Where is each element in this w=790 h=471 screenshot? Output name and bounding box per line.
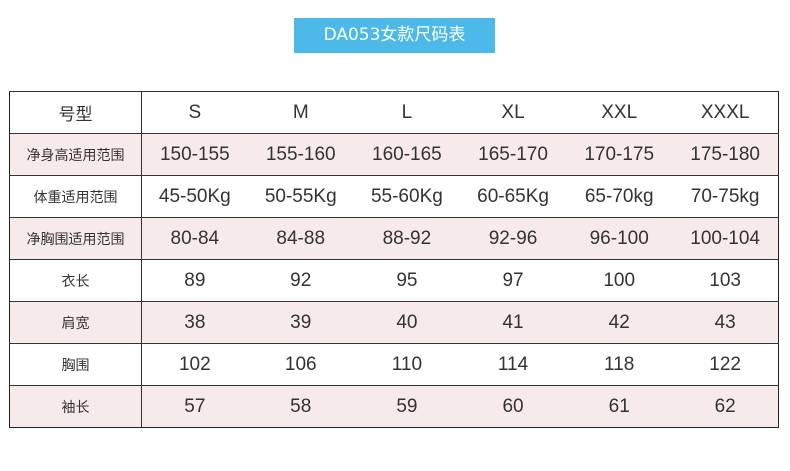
table-cell: 96-100	[566, 217, 673, 260]
page-title: DA053女款尺码表	[294, 18, 495, 53]
table-cell: 160-165	[353, 133, 460, 176]
table-row: 胸围 102 106 110 114 118 122	[9, 343, 779, 386]
row-label: 体重适用范围	[9, 175, 142, 218]
row-label: 袖长	[9, 385, 142, 428]
table-cell: 65-70kg	[566, 175, 673, 218]
table-cell: 110	[353, 343, 460, 386]
table-row: 衣长 89 92 95 97 100 103	[9, 259, 779, 302]
row-label: 胸围	[9, 343, 142, 386]
table-cell: 39	[247, 301, 354, 344]
table-cell: 102	[141, 343, 248, 386]
size-chart-table: 号型 S M L XL XXL XXXL 净身高适用范围 150-155 155-1…	[9, 91, 779, 428]
size-header: S	[141, 91, 248, 134]
table-cell: 103	[672, 259, 779, 302]
table-cell: 95	[353, 259, 460, 302]
row-label: 肩宽	[9, 301, 142, 344]
table-cell: 50-55Kg	[247, 175, 354, 218]
table-row: 袖长 57 58 59 60 61 62	[9, 385, 779, 428]
table-cell: 62	[672, 385, 779, 428]
size-header: XXXL	[672, 91, 779, 134]
table-cell: 59	[353, 385, 460, 428]
header-label: 号型	[9, 91, 142, 134]
table-cell: 175-180	[672, 133, 779, 176]
row-label: 净胸围适用范围	[9, 217, 142, 260]
table-row: 净身高适用范围 150-155 155-160 160-165 165-170 170-1…	[9, 133, 779, 176]
table-cell: 60	[459, 385, 567, 428]
table-cell: 100-104	[672, 217, 779, 260]
table-cell: 40	[353, 301, 460, 344]
table-header-row: 号型 S M L XL XXL XXXL	[9, 91, 779, 134]
table-cell: 92	[247, 259, 354, 302]
size-header: XL	[459, 91, 567, 134]
table-cell: 155-160	[247, 133, 354, 176]
table-cell: 88-92	[353, 217, 460, 260]
table-cell: 97	[459, 259, 567, 302]
size-header: L	[353, 91, 460, 134]
row-label: 衣长	[9, 259, 142, 302]
size-header: M	[247, 91, 354, 134]
table-cell: 41	[459, 301, 567, 344]
table-cell: 45-50Kg	[141, 175, 248, 218]
table-cell: 106	[247, 343, 354, 386]
table-row: 净胸围适用范围 80-84 84-88 88-92 92-96 96-100 100-104	[9, 217, 779, 260]
table-cell: 150-155	[141, 133, 248, 176]
table-cell: 80-84	[141, 217, 248, 260]
table-cell: 122	[672, 343, 779, 386]
table-cell: 100	[566, 259, 673, 302]
table-row: 体重适用范围 45-50Kg 50-55Kg 55-60Kg 60-65Kg 65-70k…	[9, 175, 779, 218]
table-cell: 61	[566, 385, 673, 428]
table-cell: 58	[247, 385, 354, 428]
table-cell: 84-88	[247, 217, 354, 260]
table-cell: 92-96	[459, 217, 567, 260]
table-cell: 89	[141, 259, 248, 302]
table-cell: 165-170	[459, 133, 567, 176]
table-cell: 170-175	[566, 133, 673, 176]
row-label: 净身高适用范围	[9, 133, 142, 176]
table-cell: 55-60Kg	[353, 175, 460, 218]
table-cell: 57	[141, 385, 248, 428]
table-cell: 70-75kg	[672, 175, 779, 218]
table-cell: 43	[672, 301, 779, 344]
table-cell: 114	[459, 343, 567, 386]
table-row: 肩宽 38 39 40 41 42 43	[9, 301, 779, 344]
table-cell: 38	[141, 301, 248, 344]
table-cell: 118	[566, 343, 673, 386]
table-cell: 60-65Kg	[459, 175, 567, 218]
size-header: XXL	[566, 91, 673, 134]
table-cell: 42	[566, 301, 673, 344]
